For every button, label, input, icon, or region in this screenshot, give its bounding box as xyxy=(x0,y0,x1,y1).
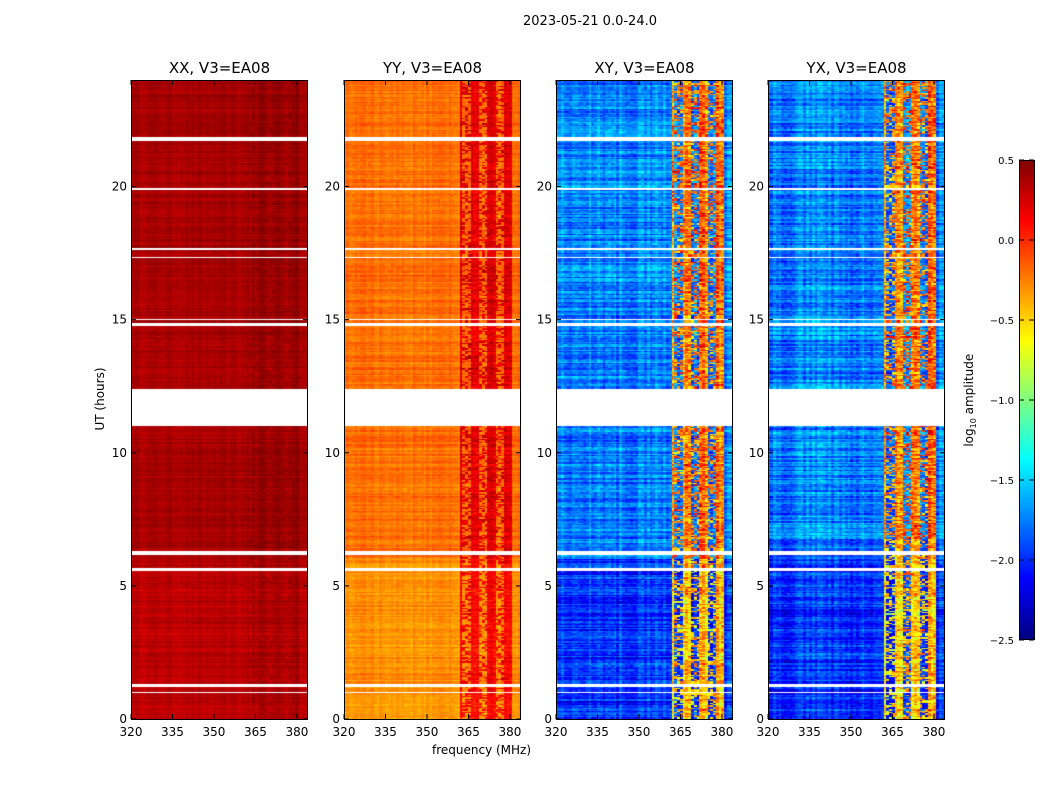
colorbar-tick-label: −0.5 xyxy=(990,316,1014,327)
x-tick-label: 320 xyxy=(333,725,356,739)
panel-title-xx: XX, V3=EA08 xyxy=(168,59,271,77)
colorbar-tick-label: 0.0 xyxy=(998,236,1014,247)
y-tick-label: 5 xyxy=(332,579,340,593)
y-tick-label: 15 xyxy=(112,313,127,327)
x-tick-label: 320 xyxy=(545,725,568,739)
panel-frame xyxy=(556,80,733,720)
x-tick-label: 365 xyxy=(881,725,904,739)
panel-frame xyxy=(768,80,945,720)
x-tick-label: 320 xyxy=(120,725,143,739)
x-tick-label: 335 xyxy=(798,725,821,739)
y-tick-label: 5 xyxy=(544,579,552,593)
y-tick-label: 10 xyxy=(537,446,552,460)
x-tick-label: 350 xyxy=(416,725,439,739)
heatmap-yx xyxy=(768,80,945,719)
x-tick-label: 365 xyxy=(669,725,692,739)
x-tick-label: 365 xyxy=(244,725,267,739)
colorbar-tick-label: −1.0 xyxy=(990,396,1014,407)
y-tick-label: 5 xyxy=(119,579,127,593)
y-tick-label: 15 xyxy=(325,313,340,327)
x-tick-label: 380 xyxy=(710,725,733,739)
y-tick-label: 0 xyxy=(119,712,127,726)
y-tick-label: 20 xyxy=(112,180,127,194)
y-tick-label: 20 xyxy=(325,180,340,194)
y-tick-label: 10 xyxy=(325,446,340,460)
panel-title-yx: YX, V3=EA08 xyxy=(806,59,907,77)
x-axis-label: frequency (MHz) xyxy=(432,743,532,757)
colorbar xyxy=(1019,160,1034,640)
colorbar-tick-label: −2.0 xyxy=(990,556,1014,567)
x-tick-label: 335 xyxy=(586,725,609,739)
x-tick-label: 350 xyxy=(203,725,226,739)
panel-title-xy: XY, V3=EA08 xyxy=(594,59,695,77)
y-tick-label: 5 xyxy=(756,579,764,593)
y-tick-label: 15 xyxy=(537,313,552,327)
y-tick-label: 0 xyxy=(332,712,340,726)
panel-frame xyxy=(344,80,521,720)
colorbar-tick-label: −1.5 xyxy=(990,476,1014,487)
panel-frame xyxy=(131,80,308,720)
heatmap-yy xyxy=(344,80,520,719)
heatmap-xx xyxy=(131,80,308,719)
y-tick-label: 15 xyxy=(749,313,764,327)
figure-title: 2023-05-21 0.0-24.0 xyxy=(523,14,657,29)
x-tick-label: 380 xyxy=(285,725,308,739)
x-tick-label: 335 xyxy=(374,725,397,739)
x-tick-label: 320 xyxy=(757,725,780,739)
colorbar-tick-label: −2.5 xyxy=(990,636,1014,647)
y-tick-label: 10 xyxy=(112,446,127,460)
x-tick-label: 350 xyxy=(840,725,863,739)
colorbar-tick-label: 0.5 xyxy=(998,156,1014,167)
x-tick-label: 335 xyxy=(161,725,184,739)
y-tick-label: 0 xyxy=(544,712,552,726)
x-tick-label: 365 xyxy=(457,725,480,739)
y-tick-label: 10 xyxy=(749,446,764,460)
y-tick-label: 20 xyxy=(749,180,764,194)
x-tick-label: 380 xyxy=(922,725,945,739)
panel-title-yy: YY, V3=EA08 xyxy=(382,59,483,77)
heatmap-xy xyxy=(556,80,733,719)
y-tick-label: 20 xyxy=(537,180,552,194)
y-tick-label: 0 xyxy=(756,712,764,726)
x-tick-label: 380 xyxy=(498,725,521,739)
x-tick-label: 350 xyxy=(628,725,651,739)
